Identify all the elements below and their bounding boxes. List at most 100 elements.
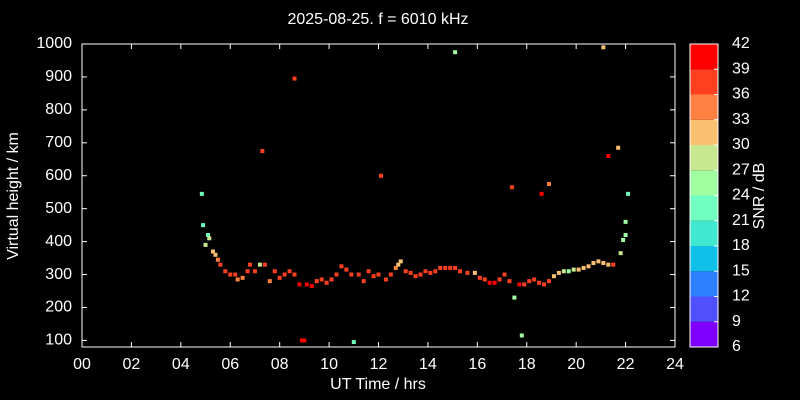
point xyxy=(571,267,576,272)
point xyxy=(519,333,524,338)
y-tick-label: 500 xyxy=(45,200,72,217)
point xyxy=(477,275,482,280)
colorbar-tick-label: 21 xyxy=(732,212,750,229)
colorbar-block xyxy=(690,119,718,145)
x-tick-label: 22 xyxy=(617,356,635,373)
point xyxy=(458,269,463,274)
colorbar-block xyxy=(690,145,718,171)
point xyxy=(334,272,339,277)
point xyxy=(292,76,297,81)
point xyxy=(487,280,492,285)
point xyxy=(433,269,438,274)
point xyxy=(257,262,262,267)
point xyxy=(223,269,228,274)
colorbar-block xyxy=(690,170,718,196)
colorbar-block xyxy=(690,246,718,272)
point xyxy=(210,249,215,254)
point xyxy=(277,275,282,280)
point xyxy=(292,272,297,277)
colorbar-tick-label: 12 xyxy=(732,288,750,305)
point xyxy=(623,219,628,224)
x-tick-label: 14 xyxy=(419,356,437,373)
y-tick-label: 400 xyxy=(45,233,72,250)
y-tick-label: 100 xyxy=(45,332,72,349)
y-tick-label: 800 xyxy=(45,101,72,118)
point xyxy=(228,272,233,277)
x-tick-label: 10 xyxy=(320,356,338,373)
point xyxy=(344,267,349,272)
x-tick-label: 04 xyxy=(172,356,190,373)
point xyxy=(299,338,304,343)
point xyxy=(453,50,458,55)
point xyxy=(542,282,547,287)
point xyxy=(287,269,292,274)
point xyxy=(398,259,403,264)
point xyxy=(245,269,250,274)
point xyxy=(339,264,344,269)
colorbar-tick-label: 36 xyxy=(732,86,750,103)
point xyxy=(581,265,586,270)
point xyxy=(428,270,433,275)
point xyxy=(351,340,356,345)
point xyxy=(282,272,287,277)
colorbar-block xyxy=(690,44,718,70)
point xyxy=(443,265,448,270)
point xyxy=(586,264,591,269)
point xyxy=(512,295,517,300)
point xyxy=(324,280,329,285)
x-tick-label: 16 xyxy=(468,356,486,373)
colorbar-label: SNR / dB xyxy=(751,163,768,230)
point xyxy=(304,282,309,287)
colorbar-tick-label: 33 xyxy=(732,111,750,128)
point xyxy=(319,277,324,282)
point xyxy=(393,265,398,270)
colorbar-tick-label: 6 xyxy=(732,338,741,355)
point xyxy=(448,265,453,270)
point xyxy=(626,191,631,196)
x-tick-label: 02 xyxy=(123,356,141,373)
point xyxy=(453,265,458,270)
colorbar-block xyxy=(690,69,718,95)
point xyxy=(314,279,319,284)
x-tick-label: 20 xyxy=(567,356,585,373)
point xyxy=(413,274,418,279)
x-tick-label: 06 xyxy=(221,356,239,373)
point xyxy=(361,279,366,284)
point xyxy=(267,279,272,284)
point xyxy=(383,277,388,282)
point xyxy=(472,270,477,275)
point xyxy=(601,261,606,266)
point xyxy=(576,267,581,272)
colorbar-tick-label: 24 xyxy=(732,187,750,204)
point xyxy=(215,257,220,262)
point xyxy=(297,282,302,287)
point xyxy=(621,237,626,242)
colorbar-block xyxy=(690,94,718,120)
point xyxy=(438,265,443,270)
colorbar-tick-label: 42 xyxy=(732,35,750,52)
point xyxy=(272,269,277,274)
y-tick-label: 1000 xyxy=(36,35,72,52)
colorbar-tick-label: 39 xyxy=(732,60,750,77)
point xyxy=(203,242,208,247)
point xyxy=(366,269,371,274)
y-axis-label: Virtual height / km xyxy=(5,132,22,260)
point xyxy=(201,223,206,228)
colorbar-tick-label: 15 xyxy=(732,262,750,279)
point xyxy=(611,262,616,267)
colorbar-tick-label: 9 xyxy=(732,313,741,330)
point xyxy=(509,185,514,190)
point xyxy=(235,277,240,282)
point xyxy=(233,272,238,277)
point xyxy=(248,262,253,267)
point xyxy=(206,233,211,238)
point xyxy=(623,233,628,238)
point xyxy=(252,269,257,274)
point xyxy=(376,272,381,277)
colorbar-block xyxy=(690,321,718,347)
point xyxy=(546,181,551,186)
point xyxy=(596,259,601,264)
point xyxy=(218,262,223,267)
x-tick-label: 08 xyxy=(271,356,289,373)
point xyxy=(482,277,487,282)
